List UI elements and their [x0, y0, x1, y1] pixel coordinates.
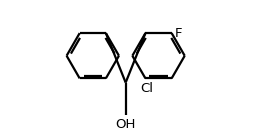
Text: Cl: Cl [140, 82, 153, 95]
Text: F: F [175, 27, 182, 40]
Text: OH: OH [116, 118, 136, 131]
